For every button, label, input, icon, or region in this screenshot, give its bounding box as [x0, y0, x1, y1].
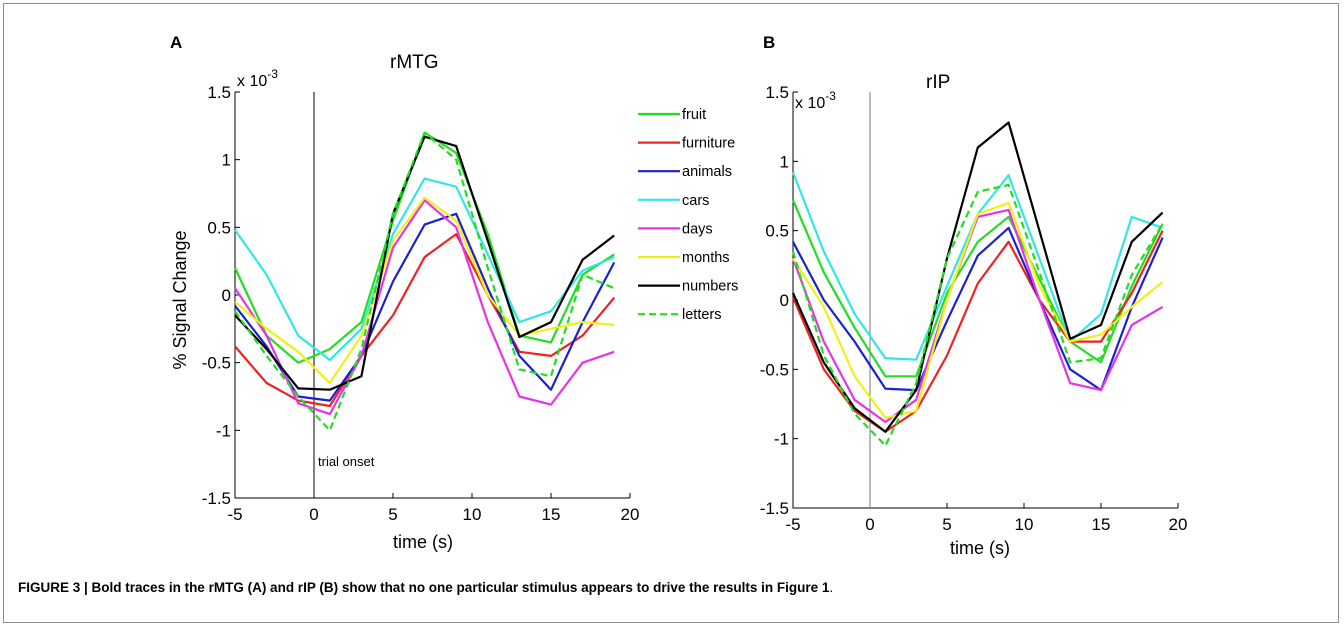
chart-title-b: rIP [926, 72, 950, 93]
x-tick-label-a: 20 [621, 505, 640, 524]
chart-legend: fruit furniture animals cars days months numbe… [638, 107, 738, 323]
y-tick-label-b: 1 [780, 152, 789, 171]
caption-figure-label: FIGURE 3 | [18, 580, 92, 595]
y-exponent-base-a: x 10 [237, 73, 267, 90]
axis-ticks-b: -5 0 5 10 15 20 1.5 1 0.5 0 -0.5 -1 -1.5 [760, 83, 1188, 534]
y-tick-label-a: -1 [216, 421, 231, 440]
chart-panel-a: A rMTG x 10-3 % Signal Change time (s) t… [170, 33, 639, 552]
panel-label-b: B [763, 33, 775, 52]
caption-figure-ref[interactable]: Figure 1 [776, 580, 830, 595]
x-tick-label-a: 5 [388, 505, 397, 524]
y-exponent-b: x 10-3 [795, 89, 836, 112]
x-tick-label-b: -5 [785, 515, 800, 534]
x-tick-label-b: 5 [942, 515, 951, 534]
axis-frame-b [792, 92, 1178, 509]
series-line-numbers-b [791, 121, 1164, 433]
y-tick-label-a: 1.5 [207, 83, 231, 102]
y-axis-label-a: % Signal Change [170, 230, 190, 369]
y-tick-label-b: 0.5 [765, 222, 789, 241]
x-tick-label-b: 0 [865, 515, 874, 534]
x-tick-label-a: 10 [463, 505, 482, 524]
series-line-months-a [234, 196, 615, 385]
y-tick-label-b: -0.5 [760, 360, 789, 379]
x-tick-label-a: -5 [227, 505, 242, 524]
legend-label-cars: cars [682, 193, 709, 209]
figure-frame [3, 3, 1339, 623]
y-tick-label-a: 1 [222, 151, 231, 170]
x-tick-label-a: 15 [542, 505, 561, 524]
y-exponent-base-b: x 10 [795, 95, 825, 112]
y-tick-label-b: -1.5 [760, 499, 789, 518]
y-tick-label-a: -1.5 [202, 489, 231, 508]
series-line-months-b [792, 201, 1164, 419]
series-lines-a [234, 131, 616, 432]
y-tick-label-b: 1.5 [765, 83, 789, 102]
caption-end: . [829, 580, 834, 595]
legend-label-numbers: numbers [682, 279, 738, 295]
series-line-letters-a [234, 131, 615, 432]
chart-panel-b: B rIP x 10-3 time (s) -5 0 5 10 15 20 1.5 1 0.5 0… [760, 33, 1188, 558]
chart-title-a: rMTG [390, 52, 439, 73]
trial-onset-annotation: trial onset [318, 454, 375, 469]
series-line-animals-a [234, 212, 616, 402]
legend-label-furniture: furniture [682, 136, 735, 152]
axis-ticks-a: -5 0 5 10 15 20 1.5 1 0.5 0 -0.5 -1 -1.5 [202, 83, 640, 524]
y-tick-label-b: -1 [774, 430, 789, 449]
series-line-fruit-b [791, 199, 1164, 378]
y-tick-label-b: 0 [780, 291, 789, 310]
caption-text: Bold traces in the rMTG (A) and rIP (B) … [91, 580, 777, 595]
figure-canvas: A rMTG x 10-3 % Signal Change time (s) t… [170, 33, 1188, 558]
x-tick-label-b: 20 [1169, 515, 1188, 534]
panel-label-a: A [170, 33, 182, 52]
x-tick-label-a: 0 [309, 505, 318, 524]
legend-label-days: days [682, 221, 713, 237]
legend-label-letters: letters [682, 307, 722, 323]
y-tick-label-a: 0 [222, 286, 231, 305]
x-tick-label-b: 15 [1092, 515, 1111, 534]
series-line-days-a [234, 199, 615, 416]
series-line-numbers-a [234, 135, 615, 391]
y-exponent-a: x 10-3 [237, 67, 278, 90]
series-line-letters-b [791, 183, 1164, 447]
legend-label-fruit: fruit [682, 107, 706, 123]
y-exponent-power-b: -3 [825, 89, 836, 103]
series-line-furniture-b [791, 230, 1164, 433]
y-tick-label-a: -0.5 [202, 354, 231, 373]
series-line-furniture-a [234, 233, 616, 408]
x-tick-label-b: 10 [1015, 515, 1034, 534]
axis-frame-a [234, 92, 630, 499]
figure-caption: FIGURE 3 | Bold traces in the rMTG (A) a… [18, 580, 833, 595]
x-axis-label-a: time (s) [393, 532, 453, 552]
legend-label-animals: animals [682, 164, 732, 180]
x-axis-label-b: time (s) [950, 538, 1010, 558]
y-exponent-power-a: -3 [267, 67, 278, 81]
legend-label-months: months [682, 250, 730, 266]
y-tick-label-a: 0.5 [207, 218, 231, 237]
series-line-cars-a [234, 177, 615, 362]
series-lines-b [791, 121, 1164, 447]
